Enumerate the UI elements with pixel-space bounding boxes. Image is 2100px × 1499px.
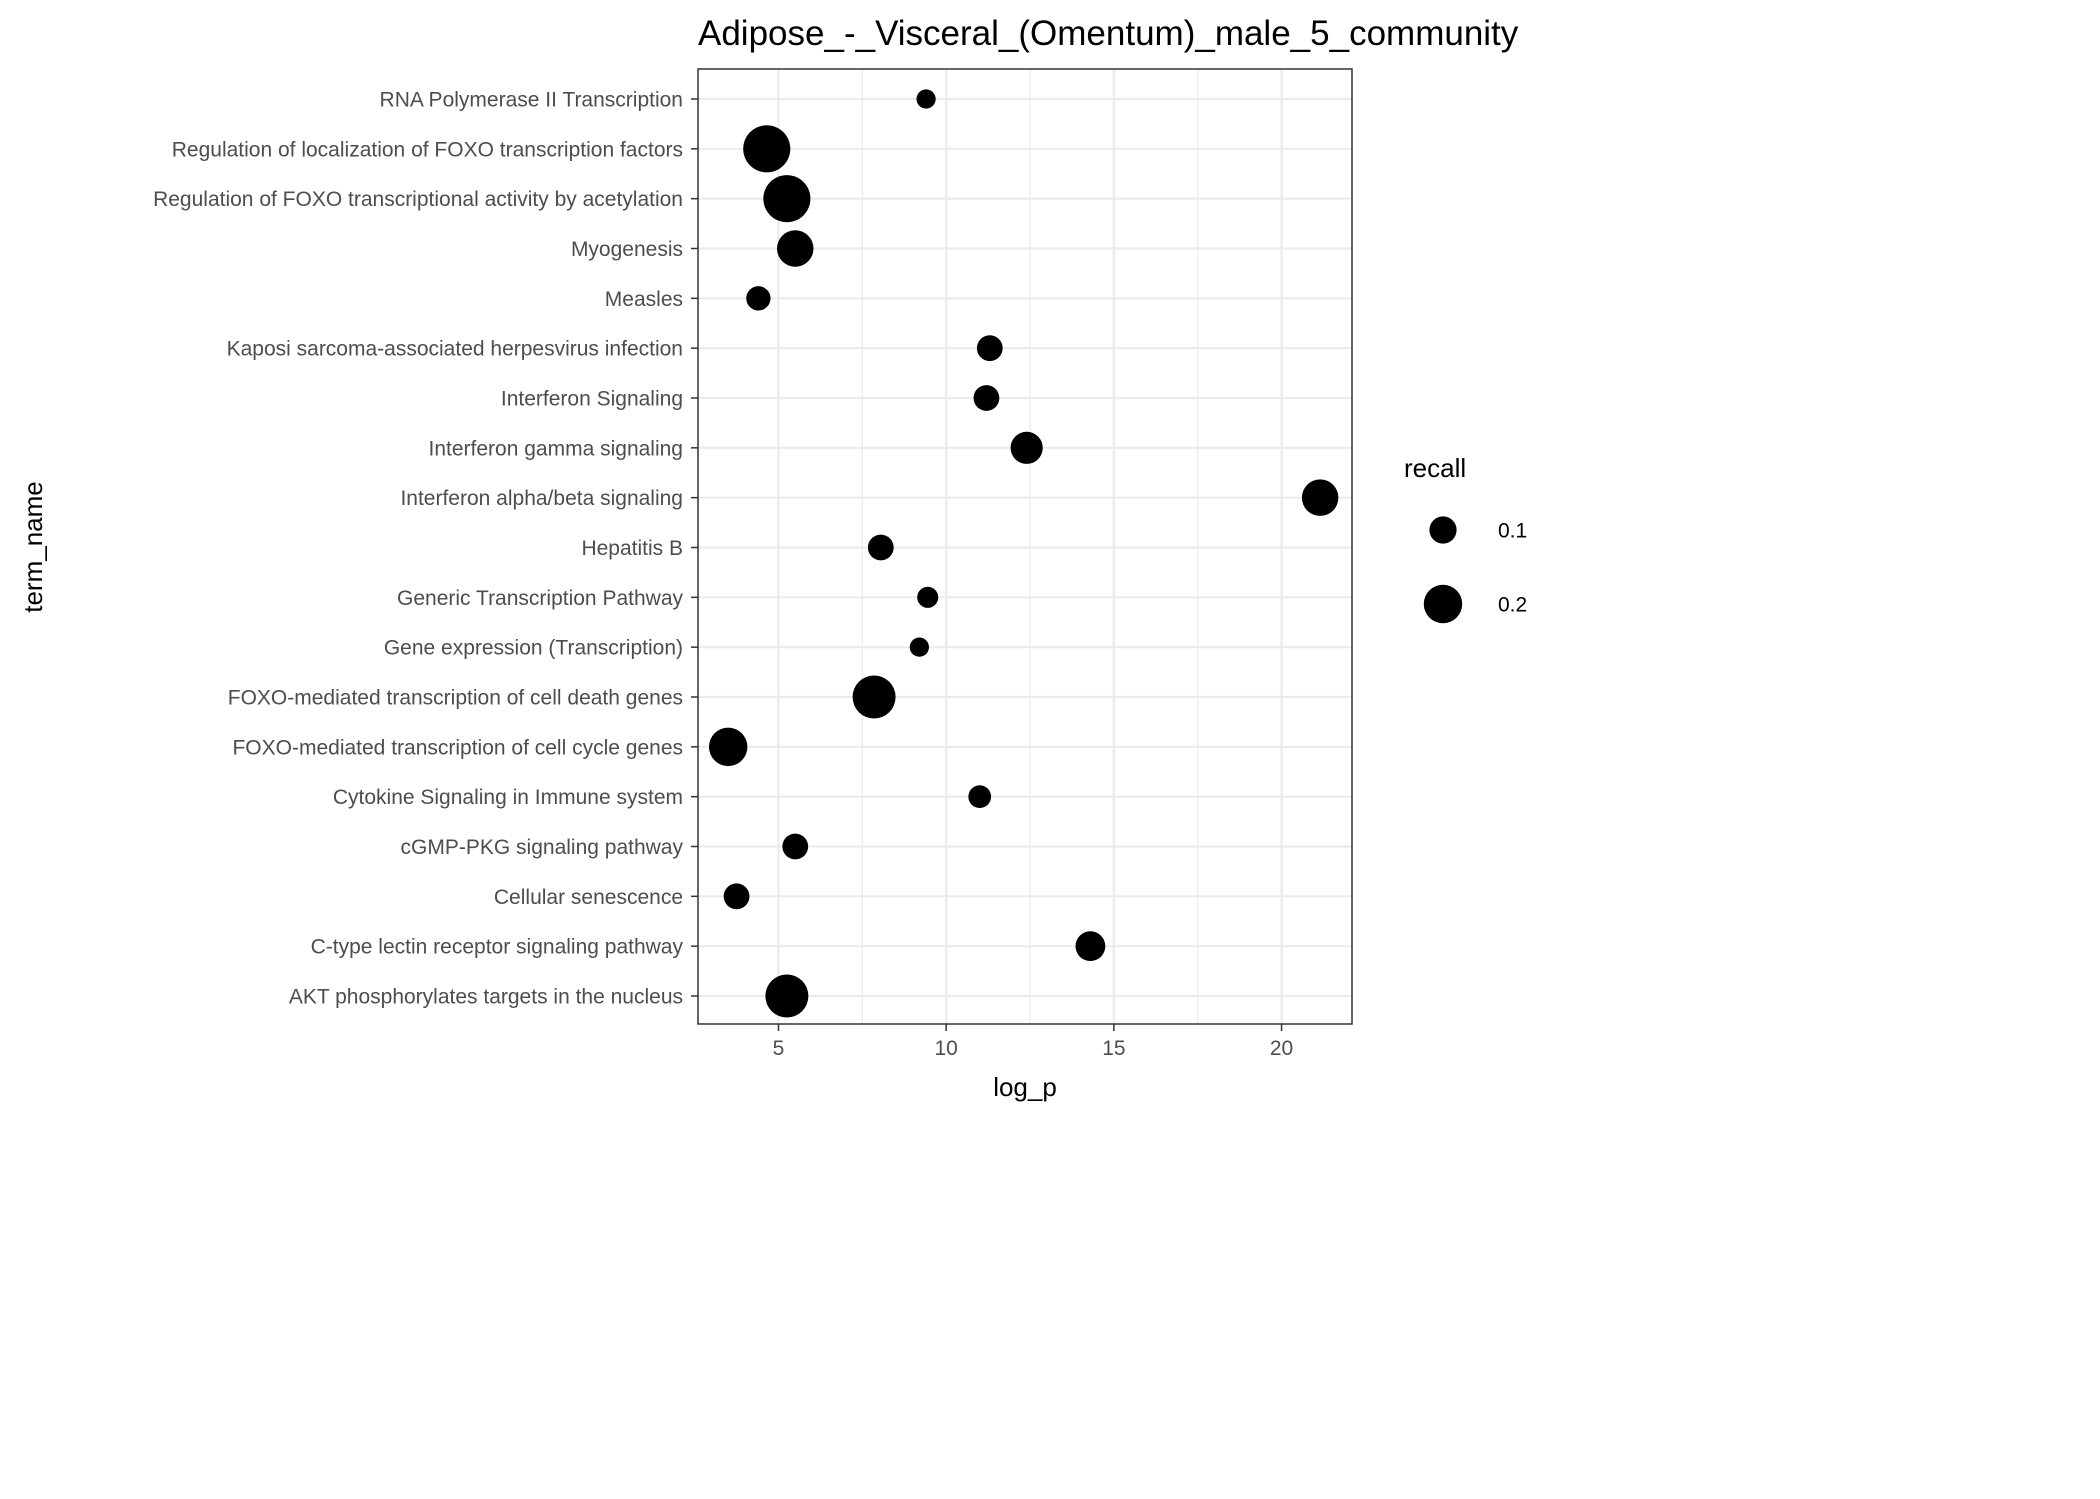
legend-key-circle — [1423, 584, 1463, 624]
x-axis-ticks: 5 10 15 20 — [773, 1024, 1293, 1060]
y-tick-label: Generic Transcription Pathway — [397, 587, 683, 610]
y-tick-label: Kaposi sarcoma-associated herpesvirus in… — [227, 338, 683, 361]
data-point — [723, 883, 750, 910]
panel-border — [697, 68, 1353, 1025]
y-axis-ticks: AKT phosphorylates targets in the nucleu… — [153, 89, 698, 1009]
data-point — [708, 727, 748, 767]
y-tick-label: Interferon alpha/beta signaling — [400, 487, 683, 510]
chart-title: Adipose_-_Visceral_(Omentum)_male_5_comm… — [698, 14, 1519, 53]
data-point — [973, 385, 1000, 411]
y-tick-label: Measles — [605, 288, 683, 311]
data-point — [743, 125, 791, 173]
data-point — [968, 785, 992, 809]
data-point — [782, 833, 809, 860]
x-axis-title: log_p — [993, 1072, 1057, 1102]
legend-title: recall — [1404, 453, 1466, 483]
y-tick-label: Hepatitis B — [581, 537, 683, 560]
data-points — [708, 89, 1339, 1018]
y-tick-label: RNA Polymerase II Transcription — [380, 89, 683, 112]
data-point — [1301, 479, 1339, 516]
x-tick-label: 15 — [1102, 1037, 1125, 1060]
bubble-chart: Adipose_-_Visceral_(Omentum)_male_5_comm… — [18, 14, 1527, 1102]
data-point — [917, 586, 939, 608]
y-tick-label: Cytokine Signaling in Immune system — [333, 786, 683, 809]
y-tick-label: AKT phosphorylates targets in the nucleu… — [289, 986, 683, 1009]
size-legend: recall 0.1 0.2 — [1404, 453, 1527, 624]
y-tick-label: Interferon gamma signaling — [429, 437, 683, 460]
data-point — [909, 637, 929, 657]
y-tick-label: Regulation of localization of FOXO trans… — [172, 138, 683, 161]
data-point — [852, 675, 896, 719]
x-tick-label: 20 — [1270, 1037, 1293, 1060]
y-tick-label: FOXO-mediated transcription of cell deat… — [228, 687, 683, 710]
y-tick-label: Regulation of FOXO transcriptional activ… — [153, 188, 683, 211]
x-tick-label: 10 — [935, 1037, 958, 1060]
grid-lines — [698, 69, 1352, 1024]
data-point — [777, 230, 814, 267]
y-tick-label: FOXO-mediated transcription of cell cycl… — [232, 736, 683, 759]
x-tick-label: 5 — [773, 1037, 785, 1060]
data-point — [976, 335, 1003, 362]
data-point — [765, 974, 809, 1018]
legend-key-label: 0.1 — [1498, 520, 1527, 543]
data-point — [763, 175, 811, 223]
y-tick-label: cGMP-PKG signaling pathway — [401, 836, 684, 859]
data-point — [867, 534, 894, 561]
y-tick-label: Myogenesis — [571, 238, 683, 261]
data-point — [916, 89, 936, 109]
data-point — [1075, 931, 1106, 962]
data-point — [1010, 431, 1043, 464]
legend-key-label: 0.2 — [1498, 594, 1527, 617]
legend-key-circle — [1429, 516, 1457, 544]
y-tick-label: Cellular senescence — [494, 886, 683, 909]
y-tick-label: Interferon Signaling — [501, 388, 683, 411]
data-point — [746, 286, 771, 311]
y-tick-label: Gene expression (Transcription) — [384, 637, 683, 660]
y-tick-label: C-type lectin receptor signaling pathway — [311, 936, 684, 959]
y-axis-title: term_name — [18, 481, 48, 613]
